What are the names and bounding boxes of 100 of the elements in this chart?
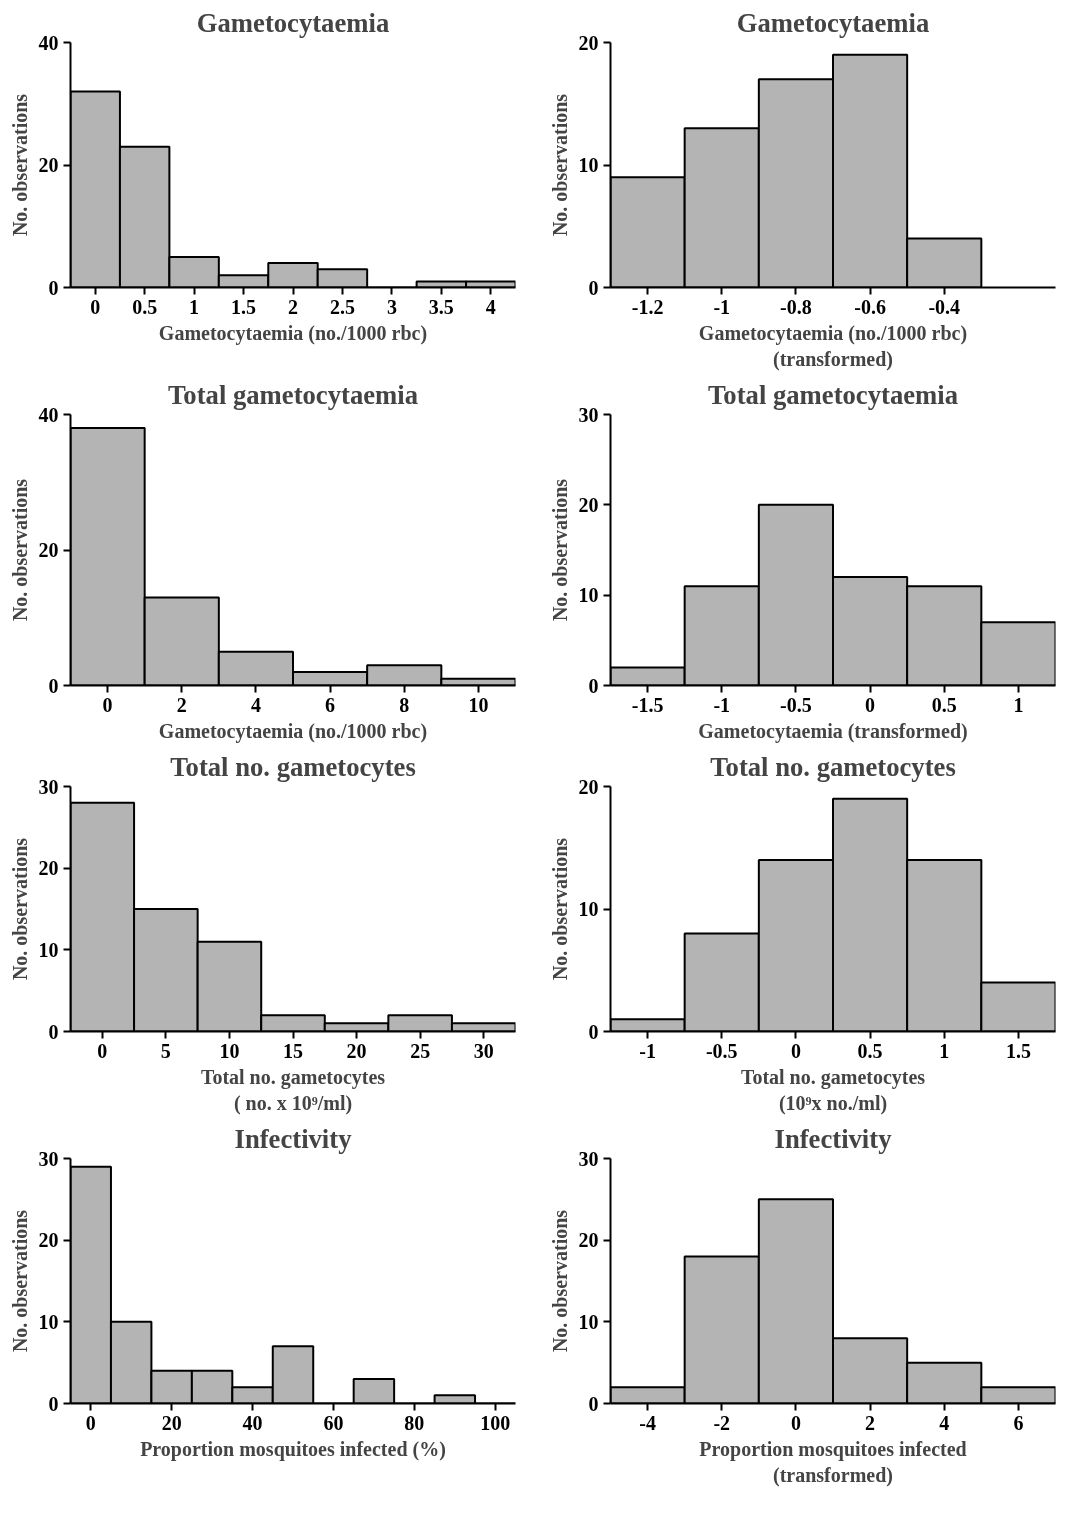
x-tick-label: -2 <box>713 1411 731 1434</box>
x-tick-label: -0.5 <box>705 1039 738 1062</box>
chart-title: Infectivity <box>774 1123 893 1154</box>
y-tick-label: 20 <box>38 1229 59 1252</box>
x-tick-label: 2 <box>865 1411 876 1434</box>
y-tick-label: 30 <box>38 775 59 798</box>
x-tick-label: 1.5 <box>1005 1039 1031 1062</box>
y-tick-label: 20 <box>38 857 59 880</box>
x-tick-label: 4 <box>939 1411 950 1434</box>
x-tick-label: -0.8 <box>780 295 812 318</box>
y-tick-label: 0 <box>48 276 59 299</box>
y-tick-label: 10 <box>578 154 599 176</box>
x-axis-title: Proportion mosquitoes infected (transformed) <box>699 1437 967 1487</box>
y-tick-label: 40 <box>38 403 59 426</box>
x-tick-label: -1 <box>639 1039 656 1062</box>
x-tick-label: -1.2 <box>631 295 664 318</box>
x-tick-label: 5 <box>160 1039 171 1062</box>
chart-title: Gametocytaemia <box>196 7 390 38</box>
y-axis-title: No. observations <box>8 837 31 981</box>
chart-title: Total no. gametocytes <box>710 751 956 782</box>
x-tick-label: 0 <box>790 1039 801 1062</box>
x-tick-label: 100 <box>480 1411 511 1434</box>
y-tick-label: 20 <box>38 154 59 176</box>
x-tick-label: 15 <box>283 1039 303 1062</box>
x-tick-label: 4 <box>250 693 261 716</box>
x-axis-title: Gametocytaemia (no./1000 rbc) <box>158 719 428 743</box>
y-tick-label: 10 <box>578 898 599 920</box>
x-tick-label: 0 <box>102 693 113 716</box>
x-tick-label: 0 <box>865 693 876 716</box>
x-tick-label: 1 <box>189 295 200 318</box>
y-tick-label: 20 <box>578 1229 599 1252</box>
x-tick-label: -1 <box>713 295 731 318</box>
y-axis-title: No. observations <box>548 1209 571 1353</box>
y-tick-label: 20 <box>38 539 59 561</box>
x-tick-label: 20 <box>346 1039 367 1062</box>
x-tick-label: 1.5 <box>231 295 257 318</box>
y-tick-label: 10 <box>38 938 59 961</box>
chart-title: Gametocytaemia <box>736 7 930 38</box>
x-tick-label: -4 <box>639 1411 656 1434</box>
x-axis-title: Total no. gametocytes (10⁹x no./ml) <box>740 1065 926 1115</box>
x-tick-label: 0 <box>790 1411 801 1434</box>
x-tick-label: -1.5 <box>631 693 664 716</box>
x-tick-label: 20 <box>161 1411 182 1434</box>
chart-title: Total gametocytaemia <box>168 379 418 410</box>
chart-title: Total gametocytaemia <box>708 379 958 410</box>
y-tick-label: 0 <box>588 1020 599 1043</box>
x-tick-label: 30 <box>473 1039 494 1062</box>
x-tick-label: 6 <box>325 693 336 716</box>
x-tick-label: 3 <box>386 295 397 318</box>
x-tick-label: 80 <box>404 1411 425 1434</box>
x-tick-label: 3.5 <box>428 295 454 318</box>
x-axis-title: Total no. gametocytes ( no. x 10⁹/ml) <box>200 1065 386 1115</box>
y-axis-title: No. observations <box>548 93 571 237</box>
y-tick-label: 20 <box>578 493 599 516</box>
x-tick-label: 1 <box>939 1039 950 1062</box>
y-axis-title: No. observations <box>548 837 571 981</box>
x-axis-title: Gametocytaemia (no./1000 rbc) <box>158 321 428 345</box>
y-tick-label: 30 <box>578 1147 599 1170</box>
x-tick-label: 1 <box>1013 693 1024 716</box>
y-tick-label: 10 <box>578 584 599 607</box>
x-tick-label: 10 <box>468 693 489 716</box>
x-tick-label: 10 <box>219 1039 240 1062</box>
x-tick-label: 8 <box>399 693 410 716</box>
y-tick-label: 10 <box>578 1310 599 1333</box>
x-tick-label: -0.5 <box>780 693 812 716</box>
y-axis-title: No. observations <box>8 1209 31 1353</box>
x-tick-label: 4 <box>485 295 496 318</box>
y-tick-label: 0 <box>48 674 59 697</box>
x-tick-label: 0.5 <box>132 295 158 318</box>
y-tick-label: 10 <box>38 1310 59 1333</box>
x-tick-label: -0.6 <box>854 295 886 318</box>
y-tick-label: 0 <box>48 1392 59 1415</box>
y-tick-label: 40 <box>38 31 59 54</box>
y-axis-title: No. observations <box>8 93 31 237</box>
chart-title: Total no. gametocytes <box>170 751 416 782</box>
x-tick-label: 0 <box>85 1411 96 1434</box>
x-tick-label: 2.5 <box>329 295 355 318</box>
x-tick-label: 40 <box>242 1411 263 1434</box>
x-tick-label: 0 <box>90 295 101 318</box>
y-tick-label: 20 <box>578 31 599 54</box>
y-axis-title: No. observations <box>548 478 571 622</box>
x-tick-label: 2 <box>176 693 187 716</box>
chart-title: Infectivity <box>234 1123 353 1154</box>
y-tick-label: 0 <box>48 1020 59 1043</box>
x-tick-label: -0.4 <box>928 295 961 318</box>
y-tick-label: 30 <box>578 403 599 426</box>
y-tick-label: 0 <box>588 674 599 697</box>
y-tick-label: 0 <box>588 1392 599 1415</box>
y-tick-label: 30 <box>38 1147 59 1170</box>
y-tick-label: 20 <box>578 775 599 798</box>
x-axis-title: Gametocytaemia (no./1000 rbc) (transformed) <box>698 321 968 371</box>
x-tick-label: 0 <box>97 1039 108 1062</box>
x-tick-label: 6 <box>1013 1411 1024 1434</box>
x-tick-label: 0.5 <box>931 693 957 716</box>
x-tick-label: 0.5 <box>857 1039 883 1062</box>
x-tick-label: 25 <box>410 1039 431 1062</box>
y-tick-label: 0 <box>588 276 599 299</box>
x-tick-label: 2 <box>288 295 298 318</box>
x-axis-title: Proportion mosquitoes infected (%) <box>140 1437 446 1461</box>
x-tick-label: 60 <box>323 1411 344 1434</box>
